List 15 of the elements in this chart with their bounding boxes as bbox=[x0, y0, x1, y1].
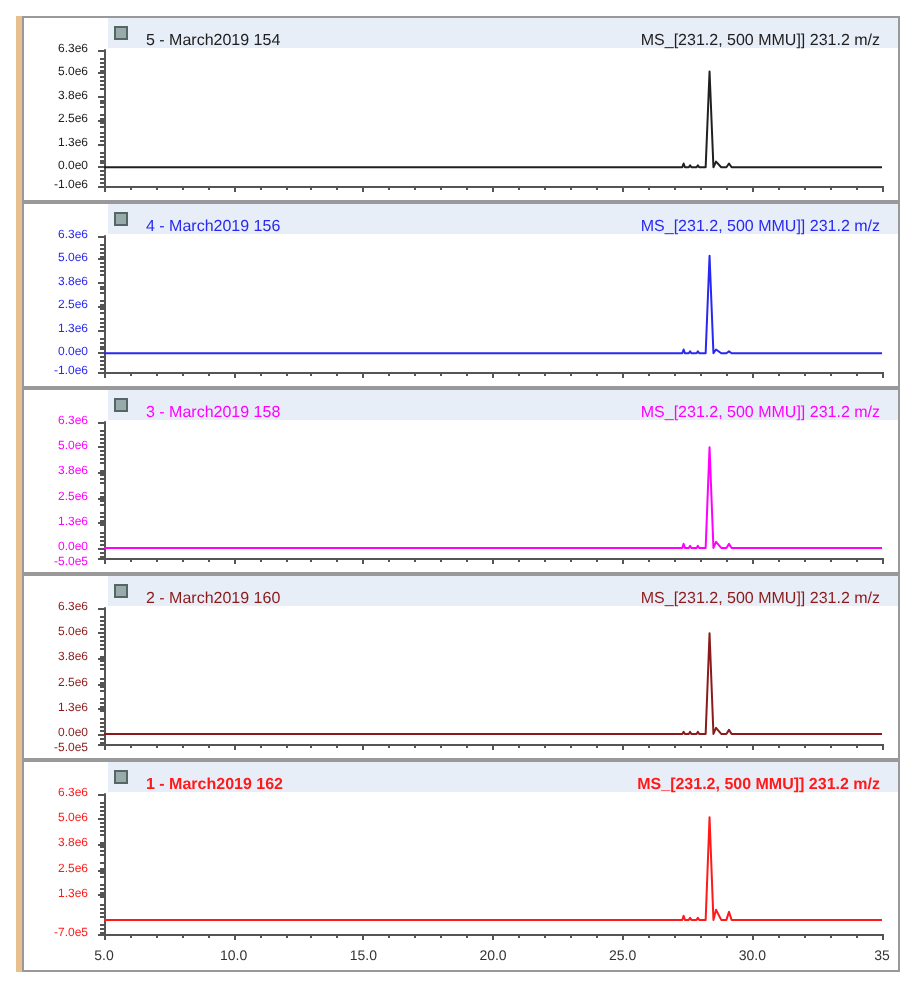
chart-title: 1 - March2019 162 bbox=[146, 775, 285, 793]
line-series bbox=[103, 632, 883, 735]
chart-subtitle: MS_[231.2, 500 MMU]] 231.2 m/z bbox=[640, 31, 880, 49]
chart-subtitle: MS_[231.2, 500 MMU]] 231.2 m/z bbox=[637, 775, 881, 793]
line-series bbox=[103, 254, 883, 355]
line-series bbox=[103, 446, 883, 549]
chart-subtitle: MS_[231.2, 500 MMU]] 231.2 m/z bbox=[640, 589, 880, 607]
chart-title: 3 - March2019 158 bbox=[146, 403, 282, 421]
line-series bbox=[103, 70, 883, 169]
chart-title: 5 - March2019 154 bbox=[146, 31, 282, 49]
chart-subtitle: MS_[231.2, 500 MMU]] 231.2 m/z bbox=[640, 403, 880, 421]
line-series bbox=[103, 816, 883, 921]
chart-subtitle: MS_[231.2, 500 MMU]] 231.2 m/z bbox=[640, 217, 880, 235]
chart-title: 2 - March2019 160 bbox=[146, 589, 282, 607]
chart-title: 4 - March2019 156 bbox=[146, 217, 282, 235]
